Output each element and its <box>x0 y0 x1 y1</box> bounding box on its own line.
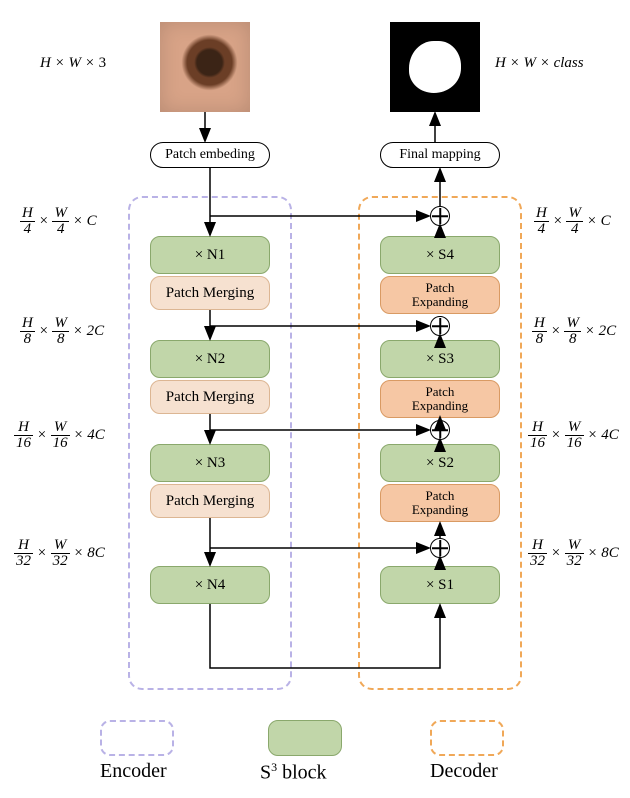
dim-left-2: H8 × W8 × 2C <box>20 316 104 347</box>
input-dims-label: H × W × 3 <box>40 55 106 72</box>
patch-expanding-1: PatchExpanding <box>380 484 500 522</box>
patch-expanding-3: PatchExpanding <box>380 276 500 314</box>
legend-encoder-box <box>100 720 174 756</box>
final-mapping-capsule: Final mapping <box>380 142 500 168</box>
decoder-s3-block: × S3 <box>380 340 500 378</box>
encoder-n3-block: × N3 <box>150 444 270 482</box>
dim-left-1: H4 × W4 × C <box>20 206 97 237</box>
dim-right-4: H32 × W32 × 8C <box>528 538 619 569</box>
patch-embedding-capsule: Patch embeding <box>150 142 270 168</box>
patch-merging-3: Patch Merging <box>150 484 270 518</box>
dim-left-4: H32 × W32 × 8C <box>14 538 105 569</box>
dim-right-2: H8 × W8 × 2C <box>532 316 616 347</box>
dim-left-3: H16 × W16 × 4C <box>14 420 105 451</box>
decoder-s4-block: × S4 <box>380 236 500 274</box>
decoder-s1-block: × S1 <box>380 566 500 604</box>
output-image <box>390 22 480 112</box>
patch-embedding-label: Patch embeding <box>165 147 255 163</box>
oplus-4 <box>430 538 450 558</box>
encoder-n1-block: × N1 <box>150 236 270 274</box>
patch-merging-1: Patch Merging <box>150 276 270 310</box>
patch-merging-2: Patch Merging <box>150 380 270 414</box>
encoder-n2-block: × N2 <box>150 340 270 378</box>
diagram-canvas: H × W × 3 H × W × class Patch embeding F… <box>0 0 630 798</box>
legend-s3-label: S3 block <box>260 760 327 785</box>
encoder-n4-block: × N4 <box>150 566 270 604</box>
legend-decoder-box <box>430 720 504 756</box>
dim-right-1: H4 × W4 × C <box>534 206 611 237</box>
dim-right-3: H16 × W16 × 4C <box>528 420 619 451</box>
legend-encoder-label: Encoder <box>100 760 167 783</box>
legend-s3-box <box>268 720 342 756</box>
decoder-s2-block: × S2 <box>380 444 500 482</box>
oplus-3 <box>430 420 450 440</box>
arrows-layer <box>0 0 630 798</box>
oplus-2 <box>430 316 450 336</box>
oplus-1 <box>430 206 450 226</box>
final-mapping-label: Final mapping <box>399 147 480 163</box>
output-dims-label: H × W × class <box>495 55 584 72</box>
patch-expanding-2: PatchExpanding <box>380 380 500 418</box>
legend-decoder-label: Decoder <box>430 760 498 783</box>
input-image <box>160 22 250 112</box>
